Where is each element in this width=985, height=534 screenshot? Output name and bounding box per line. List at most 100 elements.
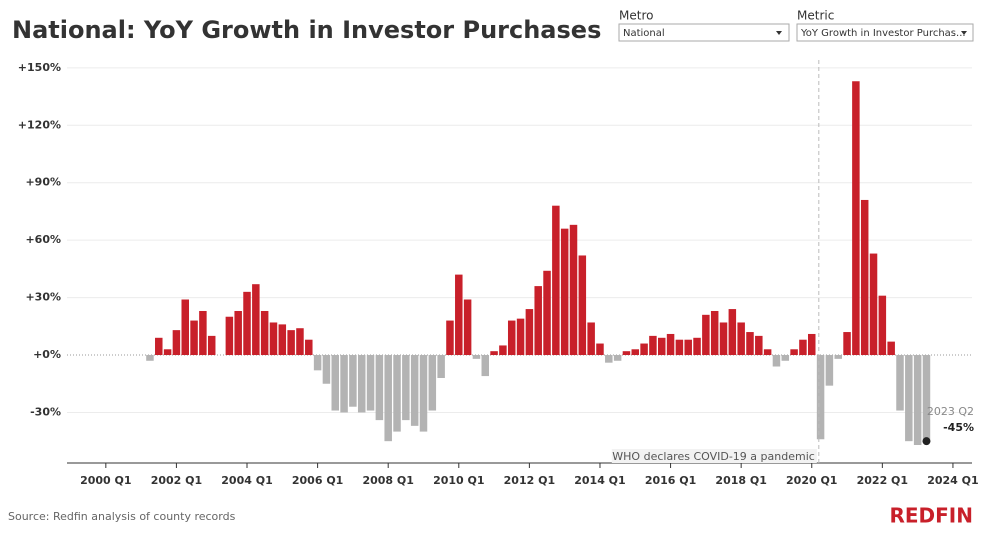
bar [552,205,560,356]
y-tick-label: +120% [18,118,61,131]
bar [790,349,798,356]
bar [534,286,542,356]
bar [340,355,348,413]
bar [419,355,428,432]
highlight-dot [922,437,931,446]
bar [587,322,595,356]
y-tick-label: +30% [25,291,61,304]
bar [631,349,640,356]
x-tick-label: 2018 Q1 [715,474,766,487]
bar [869,253,878,356]
bar [578,255,587,356]
bar [693,337,701,356]
bar [569,224,578,356]
bar [657,337,666,356]
bar [913,355,922,446]
bar [596,343,604,356]
x-tick-label: 2010 Q1 [433,474,484,487]
x-tick-label: 2016 Q1 [645,474,696,487]
bar [287,330,295,356]
bar [816,355,825,440]
bar [746,332,754,356]
dropdown-value[interactable]: YoY Growth in Investor Purchas... [800,28,966,39]
x-tick-label: 2000 Q1 [80,474,131,487]
bar [613,355,622,361]
bar [905,355,913,442]
bar [446,320,454,356]
bar [410,355,419,426]
filter-label: Metric [797,9,834,23]
bar [366,355,375,411]
bar [357,355,366,413]
y-tick-label: -30% [30,405,61,418]
bar [349,355,357,407]
bar [605,355,613,363]
bar [710,310,719,356]
dropdown-arrow [961,31,967,35]
bar [719,322,728,356]
dropdown[interactable] [796,23,974,42]
bar [313,355,322,371]
bar [428,355,437,411]
bar [887,341,895,356]
bar [649,335,657,356]
bar [155,337,163,356]
bar [507,320,516,356]
bar [843,332,851,356]
y-tick-label: +0% [33,348,61,361]
x-tick-label: 2004 Q1 [221,474,272,487]
bar [490,351,498,356]
dropdown-value[interactable]: National [623,28,665,39]
bar [896,355,904,411]
bar [799,339,807,356]
bar [163,349,172,356]
bar [860,199,869,356]
bar [463,299,472,356]
bar [728,309,737,356]
chart-title: National: YoY Growth in Investor Purchas… [12,16,601,44]
x-tick-label: 2002 Q1 [151,474,202,487]
bar [781,355,790,361]
x-tick-label: 2022 Q1 [857,474,908,487]
bar [560,228,569,356]
y-tick-label: +90% [25,176,61,189]
filter-label: Metro [619,9,653,23]
x-tick-label: 2014 Q1 [574,474,625,487]
bar [207,335,216,356]
highlight-category: 2023 Q2 [927,405,974,418]
dropdown[interactable] [618,23,790,42]
bar [684,339,692,356]
x-tick-label: 2006 Q1 [292,474,343,487]
bar [922,355,931,442]
bar [472,355,481,359]
dropdown-arrow [776,31,782,35]
bar [878,295,887,356]
bar [737,322,745,356]
x-tick-label: 2012 Q1 [504,474,555,487]
bar [825,355,834,386]
bar [384,355,392,442]
bar [243,291,251,356]
bar [834,355,842,359]
bar [516,318,525,356]
bar [666,333,675,356]
event-label: WHO declares COVID-19 a pandemic [612,450,815,463]
bar [640,343,648,356]
bar [260,310,269,356]
source-note: Source: Redfin analysis of county record… [8,510,236,523]
bar [543,270,551,356]
bar [252,284,260,356]
bar [772,355,781,367]
bar [375,355,384,421]
bar [269,322,278,356]
x-tick-label: 2008 Q1 [362,474,413,487]
bar [181,299,189,356]
bar [190,320,198,356]
bar [146,355,154,361]
bar [675,339,684,356]
bar [331,355,340,411]
bar [322,355,331,384]
bar [234,310,242,356]
bar [755,335,763,356]
bar [437,355,445,378]
